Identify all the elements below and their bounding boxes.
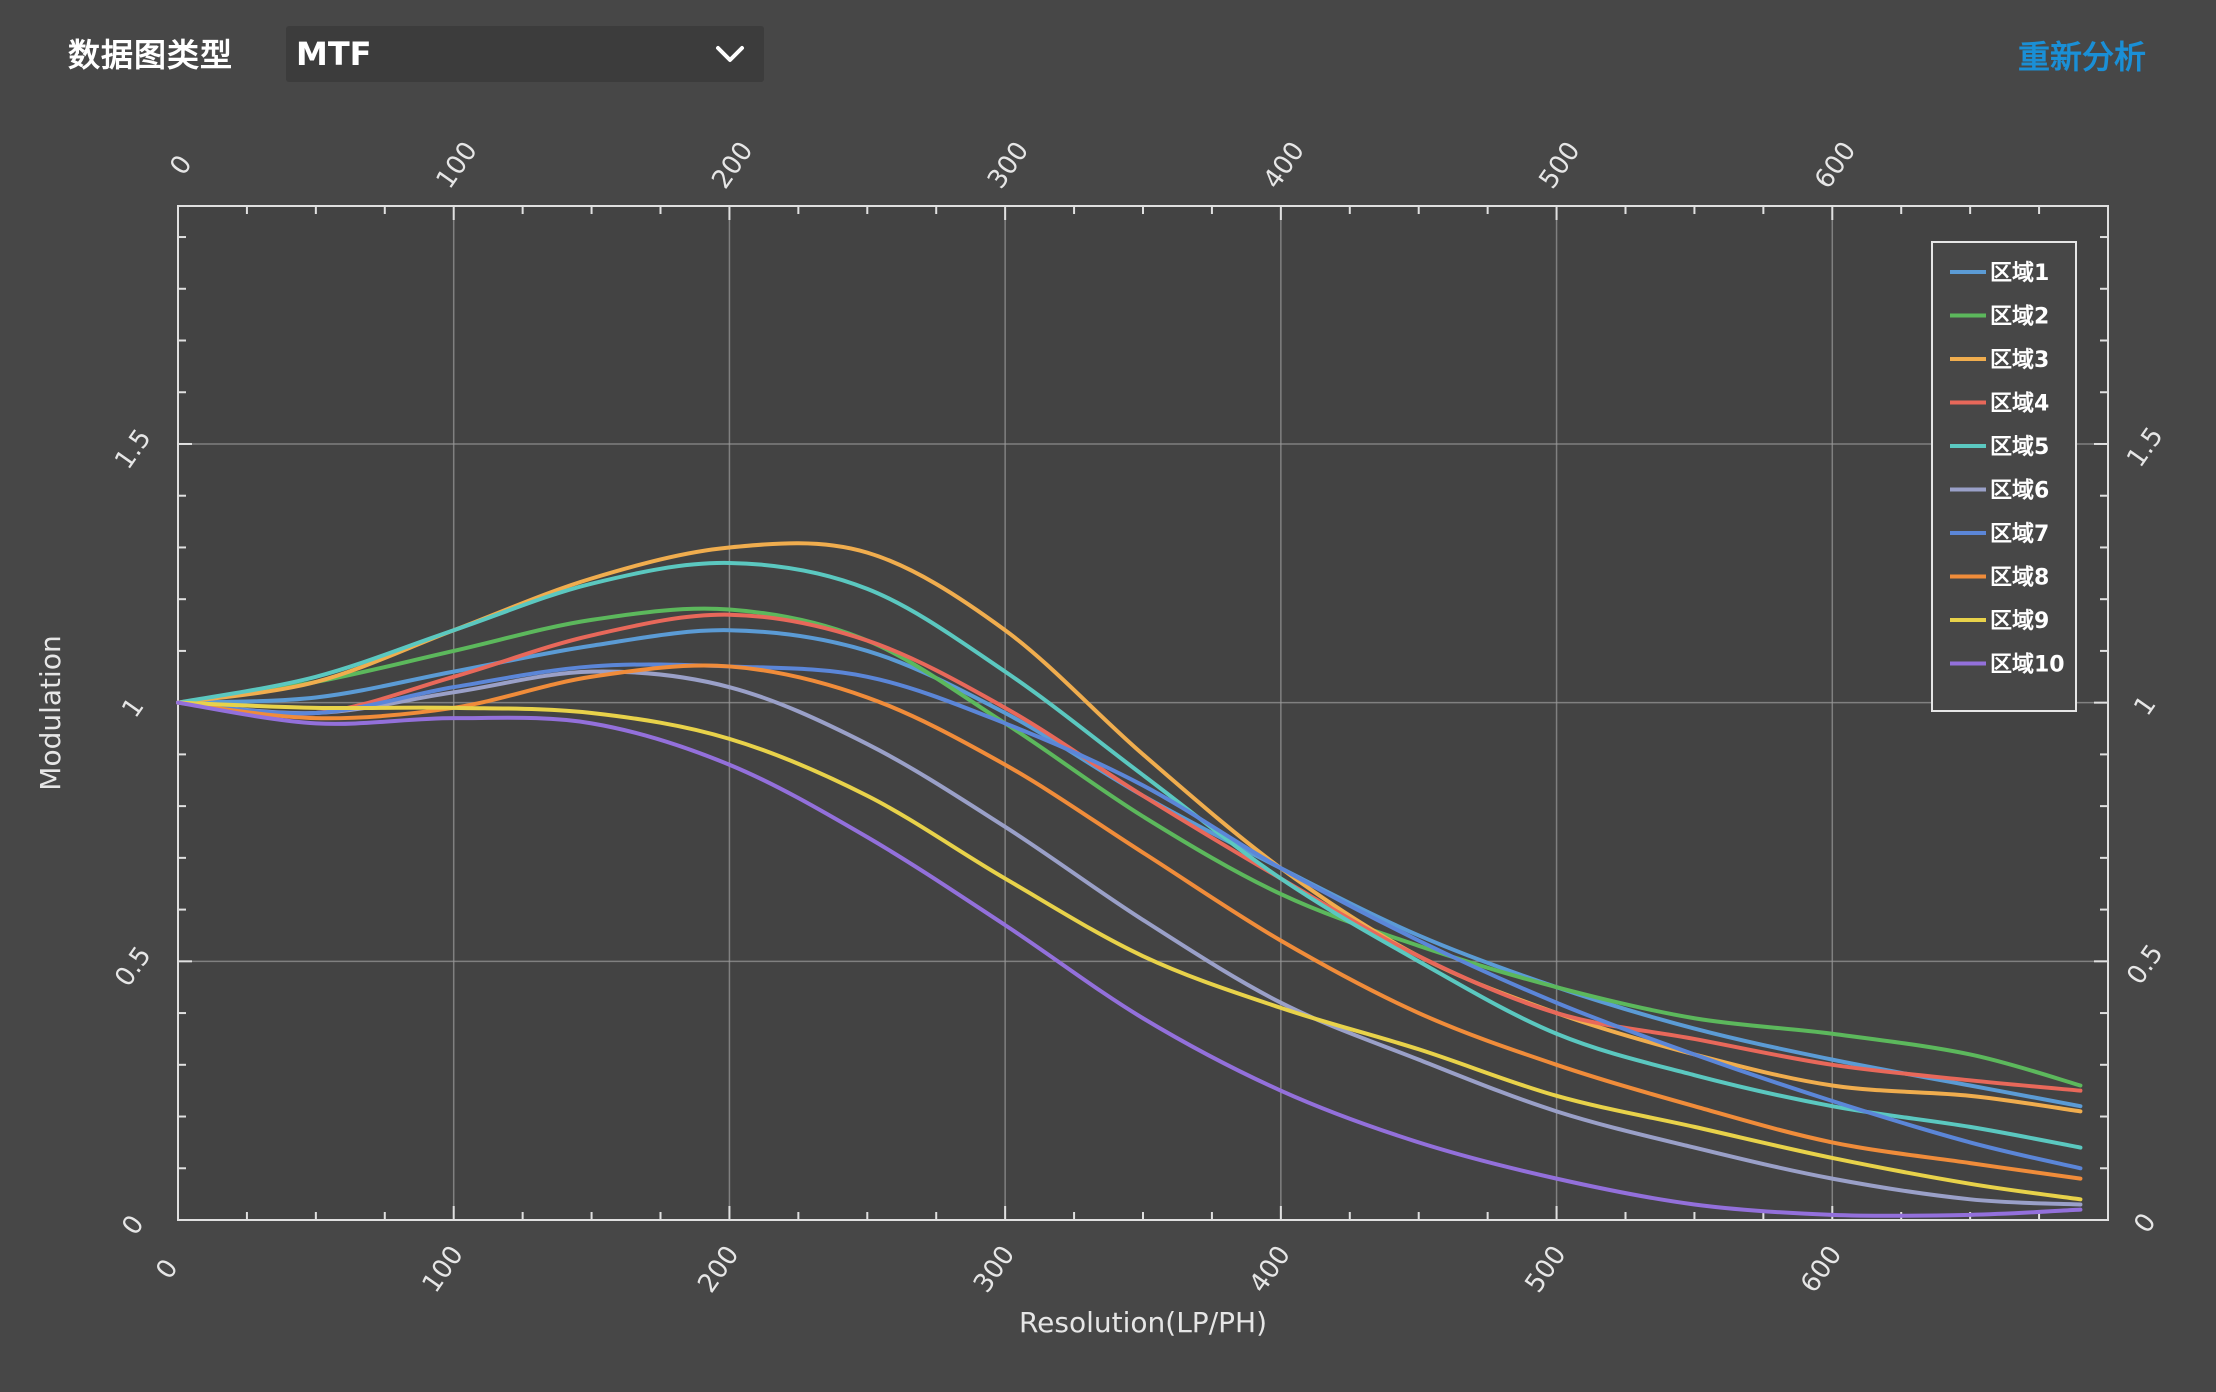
y-tick-label: 0.5 [109, 941, 157, 992]
series-line-4 [176, 612, 2083, 1093]
x-tick-label-top: 600 [1809, 136, 1862, 194]
series-line-8 [176, 663, 2083, 1181]
reanalyze-link[interactable]: 重新分析 [2017, 38, 2146, 76]
x-tick-label: 500 [1519, 1240, 1572, 1298]
series-line-10 [176, 700, 2083, 1218]
legend-box [1931, 241, 2077, 712]
series-line-5 [176, 560, 2083, 1150]
legend-label-10: 区域10 [1990, 652, 2065, 678]
legend-label-1: 区域1 [1990, 260, 2049, 286]
x-tick-label: 300 [968, 1240, 1021, 1298]
y-tick-label-right: 1.5 [2121, 422, 2169, 473]
toolbar: 数据图类型 MTF 重新分析 [0, 0, 2216, 110]
x-tick-label-top: 100 [431, 136, 484, 194]
chevron-down-icon [716, 46, 744, 62]
x-tick-label-top: 400 [1258, 136, 1311, 194]
x-tick-label-top: 0 [164, 150, 198, 181]
y-tick-label: 0 [116, 1210, 150, 1241]
x-tick-label: 400 [1244, 1240, 1297, 1298]
x-tick-label: 100 [417, 1240, 470, 1298]
plot-area [177, 205, 2109, 1221]
chart-type-select[interactable]: MTF [286, 26, 764, 82]
x-tick-label-top: 300 [982, 136, 1035, 194]
legend-label-6: 区域6 [1990, 478, 2049, 504]
series-line-2 [176, 606, 2083, 1088]
legend-label-7: 区域7 [1990, 521, 2049, 547]
legend-label-5: 区域5 [1990, 434, 2049, 460]
x-tick-label: 200 [692, 1240, 745, 1298]
x-tick-label: 600 [1795, 1240, 1848, 1298]
x-axis-title: Resolution(LP/PH) [1019, 1306, 1267, 1339]
legend-label-2: 区域2 [1990, 304, 2049, 330]
legend-label-3: 区域3 [1990, 347, 2049, 373]
x-tick-label: 0 [150, 1254, 184, 1285]
y-axis-title: Modulation [34, 635, 67, 790]
chart-type-selected-value: MTF [296, 35, 372, 73]
series-line-9 [176, 700, 2083, 1202]
x-tick-label-top: 500 [1533, 136, 1586, 194]
x-tick-label-top: 200 [706, 136, 759, 194]
legend-label-8: 区域8 [1990, 565, 2049, 591]
series-line-6 [176, 669, 2083, 1207]
y-tick-label-right: 0 [2128, 1208, 2162, 1239]
series-line-7 [176, 662, 2083, 1171]
y-tick-label: 1.5 [109, 424, 157, 475]
y-tick-label-right: 0.5 [2121, 939, 2169, 990]
legend-label-9: 区域9 [1990, 608, 2049, 634]
y-tick-label: 1 [116, 693, 150, 724]
y-tick-label-right: 1 [2128, 691, 2162, 722]
chart-type-label: 数据图类型 [68, 36, 234, 74]
legend-label-4: 区域4 [1990, 391, 2049, 417]
